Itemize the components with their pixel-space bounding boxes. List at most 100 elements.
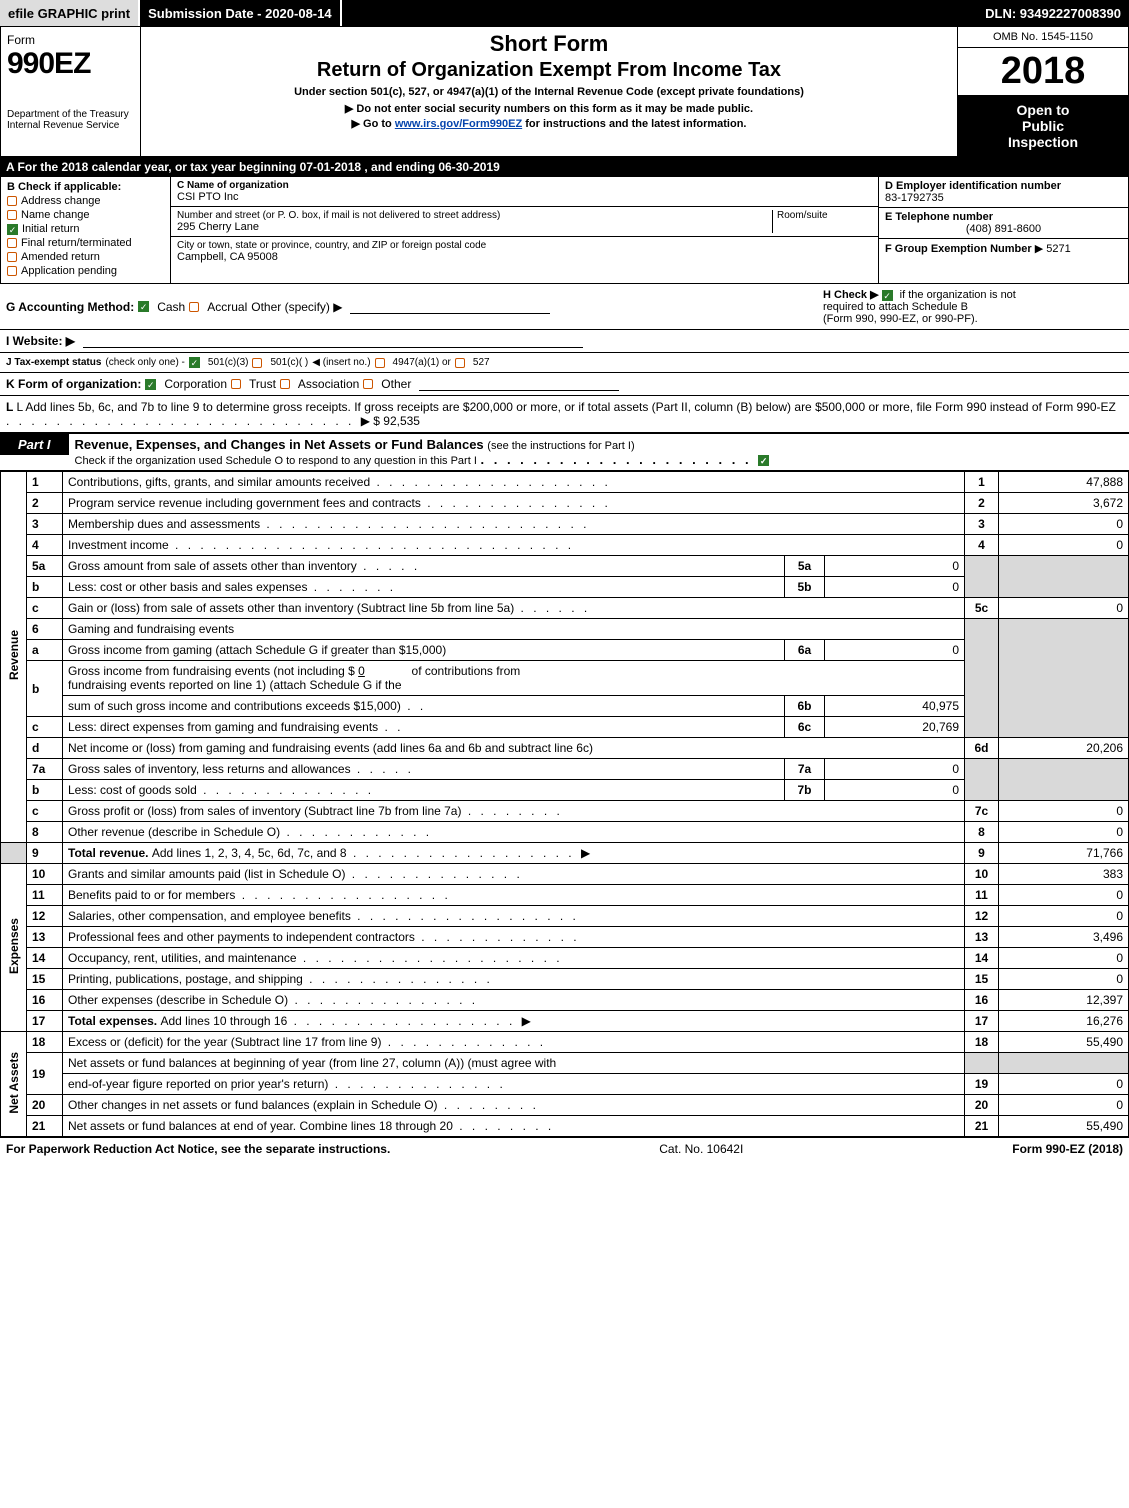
- return-title: Return of Organization Exempt From Incom…: [149, 59, 949, 82]
- irs-url-link[interactable]: www.irs.gov/Form990EZ: [395, 118, 522, 130]
- cb-label: Application pending: [21, 265, 117, 277]
- line-val: 0: [999, 885, 1129, 906]
- other-specify-input[interactable]: [350, 300, 550, 314]
- top-bar: efile GRAPHIC print Submission Date - 20…: [0, 0, 1129, 26]
- line-val: 0: [999, 822, 1129, 843]
- line-desc: Net income or (loss) from gaming and fun…: [68, 741, 593, 755]
- checkbox-corporation[interactable]: ✓: [145, 379, 156, 390]
- inner-ref: 7a: [785, 759, 825, 780]
- checkbox-cash[interactable]: ✓: [138, 301, 149, 312]
- checkbox-accrual[interactable]: [189, 302, 199, 312]
- checkbox-initial-return[interactable]: ✓: [7, 224, 18, 235]
- k-corp: Corporation: [164, 377, 227, 391]
- footer-left: For Paperwork Reduction Act Notice, see …: [6, 1142, 390, 1156]
- line-val: 0: [999, 801, 1129, 822]
- section-l-text: L Add lines 5b, 6c, and 7b to line 9 to …: [16, 400, 1115, 414]
- line-val: 0: [999, 969, 1129, 990]
- grey-cell: [965, 556, 999, 598]
- part1-header-row: Part I Revenue, Expenses, and Changes in…: [0, 433, 1129, 471]
- j-note: (check only one) -: [105, 357, 184, 368]
- entity-block: B Check if applicable: Address change Na…: [0, 177, 1129, 284]
- checkbox-4947[interactable]: [375, 358, 385, 368]
- section-b: B Check if applicable: Address change Na…: [1, 177, 171, 283]
- line-val: 16,276: [999, 1011, 1129, 1032]
- line-ref: 10: [965, 864, 999, 885]
- line-num: 5a: [27, 556, 63, 577]
- efile-print-button[interactable]: efile GRAPHIC print: [0, 0, 140, 26]
- checkbox-other[interactable]: [363, 379, 373, 389]
- group-exemption-value: ▶ 5271: [1035, 243, 1071, 255]
- k-trust: Trust: [249, 377, 276, 391]
- net-assets-section-label: Net Assets: [1, 1032, 27, 1137]
- checkbox-amended-return[interactable]: [7, 252, 17, 262]
- k-other-input[interactable]: [419, 377, 619, 391]
- line-desc: Other expenses (describe in Schedule O): [68, 993, 288, 1007]
- line-desc: Less: cost or other basis and sales expe…: [68, 580, 307, 594]
- h-text3: (Form 990, 990-EZ, or 990-PF).: [823, 313, 978, 325]
- checkbox-501c3[interactable]: ✓: [189, 357, 200, 368]
- line-ref: 11: [965, 885, 999, 906]
- line-val: 55,490: [999, 1032, 1129, 1053]
- line-desc: Less: direct expenses from gaming and fu…: [68, 720, 378, 734]
- inner-val: 20,769: [825, 717, 965, 738]
- j-opt3: 4947(a)(1) or: [393, 357, 451, 368]
- org-name: CSI PTO Inc: [177, 191, 872, 203]
- grey-cell: [999, 556, 1129, 598]
- line-num: 7a: [27, 759, 63, 780]
- expenses-section-label: Expenses: [1, 864, 27, 1032]
- h-text1: if the organization is not: [900, 289, 1016, 301]
- inspection-label: Inspection: [960, 134, 1126, 150]
- cb-label: Name change: [21, 209, 90, 221]
- checkbox-schedule-o-part1[interactable]: ✓: [758, 455, 769, 466]
- form-number: 990EZ: [7, 47, 134, 81]
- line-num: b: [27, 780, 63, 801]
- part1-check-text: Check if the organization used Schedule …: [75, 455, 477, 467]
- line-num: 12: [27, 906, 63, 927]
- row-l: L L Add lines 5b, 6c, and 7b to line 9 t…: [0, 396, 1129, 433]
- checkbox-association[interactable]: [280, 379, 290, 389]
- line-desc: fundraising events reported on line 1) (…: [68, 678, 402, 692]
- checkbox-501c[interactable]: [252, 358, 262, 368]
- inner-val: 0: [825, 556, 965, 577]
- section-k-label: K Form of organization:: [6, 377, 141, 391]
- checkbox-trust[interactable]: [231, 379, 241, 389]
- section-b-label: B Check if applicable:: [7, 181, 164, 193]
- checkbox-final-return[interactable]: [7, 238, 17, 248]
- checkbox-name-change[interactable]: [7, 210, 17, 220]
- line-val: 0: [999, 598, 1129, 619]
- checkbox-application-pending[interactable]: [7, 266, 17, 276]
- line-val: 0: [999, 535, 1129, 556]
- irs-label: Internal Revenue Service: [7, 120, 134, 131]
- checkbox-address-change[interactable]: [7, 196, 17, 206]
- checkbox-527[interactable]: [455, 358, 465, 368]
- line-ref: 1: [965, 472, 999, 493]
- checkbox-schedule-b[interactable]: ✓: [882, 290, 893, 301]
- line-val: 0: [999, 948, 1129, 969]
- line-ref: 15: [965, 969, 999, 990]
- grey-cell: [965, 759, 999, 801]
- line-desc: Printing, publications, postage, and shi…: [68, 972, 303, 986]
- line-ref: 18: [965, 1032, 999, 1053]
- inner-val: 0: [825, 759, 965, 780]
- cb-label: Address change: [21, 195, 101, 207]
- j-opt4: 527: [473, 357, 490, 368]
- goto-link[interactable]: ▶ Go to www.irs.gov/Form990EZ for instru…: [149, 117, 949, 130]
- line-desc: Gross amount from sale of assets other t…: [68, 559, 357, 573]
- line-ref: 16: [965, 990, 999, 1011]
- group-exemption-label: F Group Exemption Number: [885, 243, 1032, 255]
- line-ref: 12: [965, 906, 999, 927]
- line-num: 6: [27, 619, 63, 640]
- revenue-section-label: Revenue: [1, 472, 27, 843]
- line-num: 9: [27, 843, 63, 864]
- part1-label: Part I: [0, 434, 69, 455]
- line-num: b: [27, 577, 63, 598]
- line-desc: Benefits paid to or for members: [68, 888, 235, 902]
- line-ref: 3: [965, 514, 999, 535]
- tax-year: 2018: [958, 48, 1128, 96]
- city-value: Campbell, CA 95008: [177, 251, 872, 263]
- line-desc: Excess or (deficit) for the year (Subtra…: [68, 1035, 381, 1049]
- line-val: 3,672: [999, 493, 1129, 514]
- j-opt2-note: ◀ (insert no.): [312, 357, 370, 368]
- website-input[interactable]: [83, 334, 583, 348]
- gross-receipts-value: ▶ $ 92,535: [361, 414, 420, 428]
